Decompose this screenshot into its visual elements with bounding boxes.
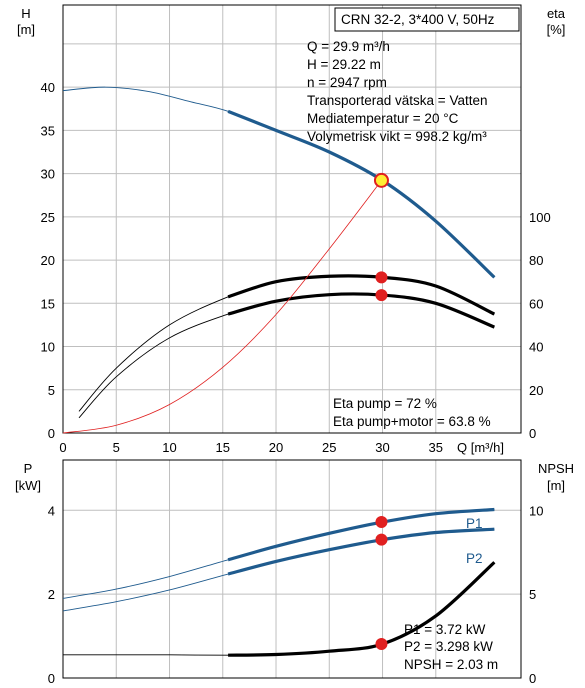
bottom-series-group [62, 507, 496, 657]
bottom-right-tick-label: 0 [529, 671, 536, 686]
bottom-series-0-operating-segment [227, 507, 495, 562]
bottom-right-tick-label: 5 [529, 587, 536, 602]
p1-curve-label: P1 [466, 516, 483, 531]
top-left-tick-label: 40 [41, 80, 55, 95]
info-density: Volymetrisk vikt = 998.2 kg/m³ [307, 129, 487, 144]
x-tick-label: 20 [269, 440, 283, 455]
bottom-point-marker [375, 533, 388, 546]
top-left-tick-label: 25 [41, 210, 55, 225]
info-flow: Q = 29.9 m³/h [307, 39, 390, 54]
bottom-left-axis-unit: [kW] [15, 478, 41, 493]
x-tick-label: 0 [59, 440, 66, 455]
top-left-axis-unit: [m] [17, 22, 35, 37]
top-left-tick-label: 0 [48, 426, 55, 441]
p2-value-label: P2 = 3.298 kW [404, 639, 493, 654]
x-tick-label: 30 [375, 440, 389, 455]
x-tick-label: 10 [162, 440, 176, 455]
top-right-tick-label: 80 [529, 253, 543, 268]
top-left-axis-title: H [21, 6, 30, 21]
top-left-tick-label: 20 [41, 253, 55, 268]
x-tick-label: 25 [322, 440, 336, 455]
top-series-group [62, 86, 496, 434]
top-series-1-operating-segment [227, 274, 496, 316]
top-left-tick-label: 15 [41, 296, 55, 311]
x-tick-label: 15 [216, 440, 230, 455]
bottom-right-axis-unit: [m] [547, 478, 565, 493]
bottom-series-1-operating-segment [227, 527, 495, 576]
top-series-3-line [62, 180, 382, 434]
bottom-left-tick-label: 0 [48, 671, 55, 686]
x-tick-label: 5 [113, 440, 120, 455]
top-right-tick-label: 100 [529, 210, 551, 225]
top-left-tick-label: 5 [48, 383, 55, 398]
info-head: H = 29.22 m [307, 57, 381, 72]
bottom-left-tick-label: 4 [48, 503, 55, 518]
top-series-2-operating-segment [227, 292, 495, 329]
bottom-point-marker [375, 516, 388, 529]
top-point-marker [375, 271, 388, 284]
bottom-plot-frame [62, 459, 522, 679]
top-left-tick-label: 30 [41, 167, 55, 182]
duty-point-marker [373, 172, 389, 188]
top-right-tick-label: 60 [529, 296, 543, 311]
eta-total-label: Eta pump+motor = 63.8 % [333, 414, 491, 429]
top-grid [63, 5, 521, 433]
top-left-tick-label: 35 [41, 123, 55, 138]
bottom-left-tick-label: 2 [48, 587, 55, 602]
p2-curve-label: P2 [466, 551, 483, 566]
top-right-tick-label: 20 [529, 383, 543, 398]
top-plot-frame [62, 4, 522, 434]
info-temperature: Mediatemperatur = 20 °C [307, 111, 459, 126]
top-right-tick-label: 0 [529, 426, 536, 441]
chart-title: CRN 32-2, 3*400 V, 50Hz [341, 12, 495, 27]
top-right-tick-label: 40 [529, 340, 543, 355]
npsh-value-label: NPSH = 2.03 m [404, 657, 498, 672]
top-series-0-operating-segment [227, 109, 496, 279]
info-speed: n = 2947 rpm [307, 75, 387, 90]
top-right-axis-unit: [%] [547, 22, 566, 37]
bottom-right-tick-label: 10 [529, 503, 543, 518]
info-liquid: Transporterad vätska = Vatten [307, 93, 487, 108]
bottom-point-marker [375, 637, 388, 650]
bottom-left-axis-title: P [24, 461, 33, 476]
p1-value-label: P1 = 3.72 kW [404, 622, 486, 637]
title-box [334, 7, 520, 32]
bottom-right-axis-title: NPSH [538, 461, 574, 476]
x-axis-title: Q [m³/h] [457, 440, 504, 455]
x-tick-label: 35 [429, 440, 443, 455]
eta-pump-label: Eta pump = 72 % [333, 396, 437, 411]
top-point-marker [375, 289, 388, 302]
top-left-tick-label: 10 [41, 340, 55, 355]
top-right-axis-title: eta [547, 6, 566, 21]
bottom-series-2-operating-segment [228, 561, 496, 657]
